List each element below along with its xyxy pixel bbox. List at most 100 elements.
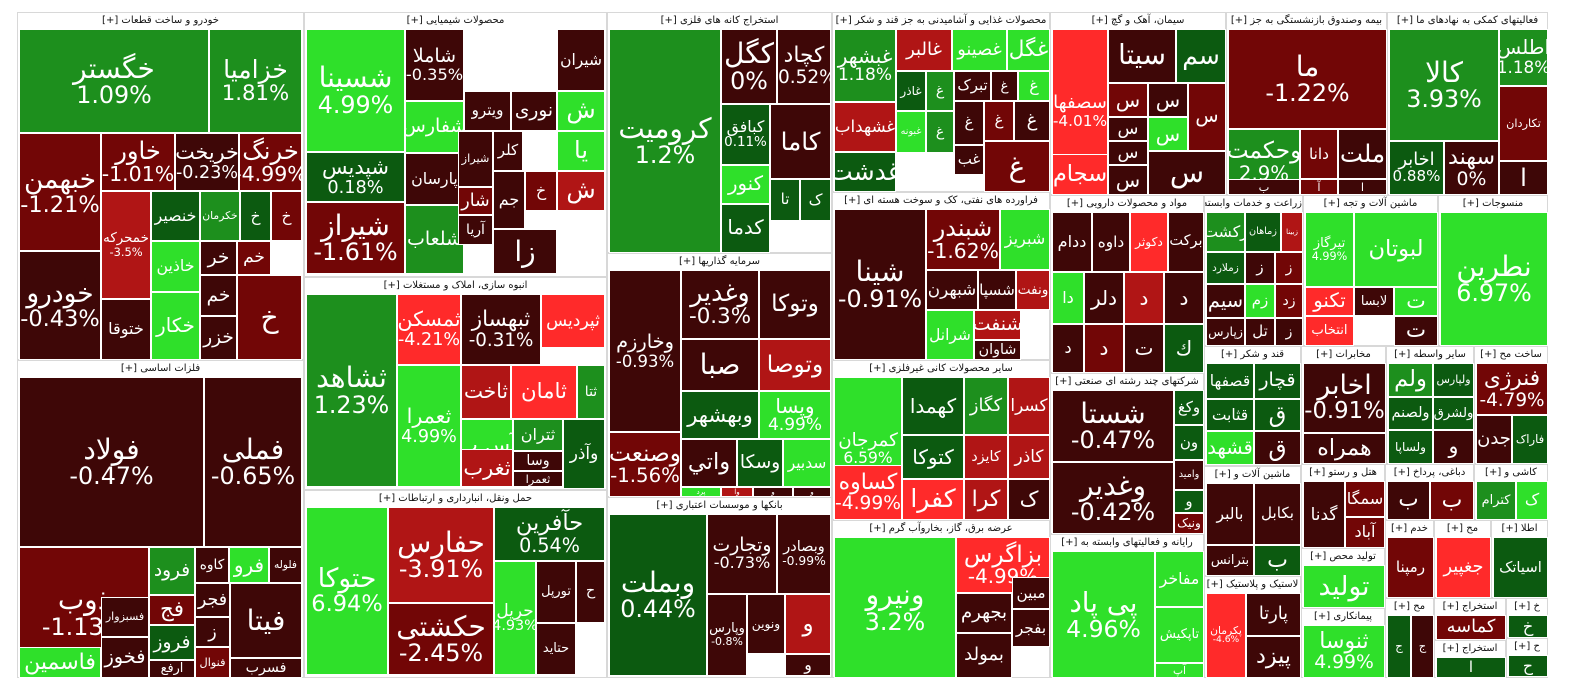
stock-tile[interactable]: کفرا bbox=[902, 479, 964, 520]
sector-title[interactable]: ماشین آلات و [+] bbox=[1205, 467, 1300, 483]
sector-title[interactable]: استخراج [+] bbox=[1435, 641, 1505, 657]
stock-tile[interactable]: ك bbox=[1164, 324, 1204, 373]
stock-tile[interactable]: قصفها bbox=[1206, 363, 1254, 399]
stock-tile[interactable]: زبینا bbox=[1281, 212, 1303, 252]
stock-tile[interactable]: غ bbox=[984, 101, 1014, 141]
stock-tile[interactable]: جم bbox=[493, 171, 525, 229]
stock-tile[interactable]: غ bbox=[954, 101, 984, 145]
stock-tile[interactable]: س bbox=[1148, 117, 1188, 151]
stock-tile[interactable]: وکغ bbox=[1174, 390, 1204, 425]
stock-tile[interactable]: شسینا 4.99% bbox=[306, 29, 405, 152]
stock-tile[interactable]: خ bbox=[525, 171, 557, 211]
stock-tile[interactable]: غبونه bbox=[896, 111, 926, 153]
stock-tile[interactable]: اخابر 0.88% bbox=[1389, 141, 1444, 195]
stock-tile[interactable]: وامید bbox=[1174, 460, 1204, 490]
stock-tile[interactable]: دانا bbox=[1300, 129, 1338, 179]
stock-tile[interactable]: فروز bbox=[149, 625, 195, 660]
stock-tile[interactable]: کگل 0% bbox=[721, 29, 777, 104]
stock-tile[interactable]: فاراک bbox=[1512, 415, 1548, 464]
stock-tile[interactable]: ون bbox=[1174, 425, 1204, 460]
stock-tile[interactable]: فرود bbox=[149, 547, 195, 595]
sector-title[interactable]: کاشی و [+] bbox=[1475, 465, 1547, 481]
sector-title[interactable]: فعالیتهای کمکی به نهادهای ما [+] bbox=[1388, 13, 1547, 29]
stock-tile[interactable]: کچاد-0.52% bbox=[777, 29, 831, 104]
stock-tile[interactable]: ولشرق bbox=[1433, 397, 1474, 430]
stock-tile[interactable]: ثنوسا 4.99% bbox=[1303, 625, 1385, 678]
stock-tile[interactable]: تورپل bbox=[536, 561, 576, 623]
stock-tile[interactable]: غب bbox=[954, 145, 984, 175]
stock-tile[interactable]: فسبزوار bbox=[101, 597, 149, 637]
stock-tile[interactable]: تولید bbox=[1303, 565, 1385, 608]
sector-title[interactable]: ح [+] bbox=[1507, 639, 1547, 655]
stock-tile[interactable]: داوه bbox=[1092, 212, 1130, 272]
stock-tile[interactable]: خر bbox=[200, 241, 237, 275]
stock-tile[interactable]: آ bbox=[1300, 179, 1338, 195]
stock-tile[interactable]: فلوله bbox=[269, 547, 302, 583]
sector-title[interactable]: سیمان، آهک و گچ [+] bbox=[1051, 13, 1225, 29]
stock-tile[interactable]: پارسان bbox=[405, 153, 464, 205]
sector-title[interactable]: خودرو و ساخت قطعات [+] bbox=[18, 13, 303, 29]
stock-tile[interactable]: ثعمرا bbox=[513, 471, 563, 487]
sector-title[interactable]: ساخت مح [+] bbox=[1475, 347, 1547, 363]
stock-tile[interactable]: س bbox=[1148, 83, 1188, 117]
stock-tile[interactable]: ق bbox=[1254, 399, 1301, 431]
stock-tile[interactable]: فاسمین bbox=[19, 647, 101, 678]
stock-tile[interactable]: کساوه -4.99% bbox=[834, 465, 902, 520]
stock-tile[interactable]: کروميت 1.2% bbox=[609, 29, 721, 253]
stock-tile[interactable]: یا bbox=[557, 131, 605, 171]
stock-tile[interactable]: ز bbox=[195, 617, 230, 647]
stock-tile[interactable]: د bbox=[1124, 272, 1164, 324]
stock-tile[interactable]: وتجارت -0.73% bbox=[707, 514, 777, 594]
stock-tile[interactable]: خزر bbox=[200, 316, 237, 360]
stock-tile[interactable]: آپ bbox=[1155, 663, 1204, 678]
stock-tile[interactable]: تکاردان bbox=[1499, 86, 1548, 161]
stock-tile[interactable]: سیتا bbox=[1108, 29, 1176, 83]
stock-tile[interactable]: فج bbox=[149, 595, 195, 625]
stock-tile[interactable]: خبهمن -1.21% bbox=[19, 133, 101, 251]
stock-tile[interactable]: بزاگرس -4.99% bbox=[956, 537, 1050, 593]
stock-tile[interactable]: خ bbox=[237, 275, 302, 360]
stock-tile[interactable]: غبشهر 1.18% bbox=[834, 29, 896, 102]
stock-tile[interactable]: غ bbox=[926, 111, 954, 153]
stock-tile[interactable]: غدشت bbox=[834, 152, 896, 192]
stock-tile[interactable]: فرو bbox=[229, 547, 269, 583]
stock-tile[interactable]: خ bbox=[1508, 615, 1548, 638]
stock-tile[interactable]: حآفرین 0.54% bbox=[494, 507, 605, 561]
stock-tile[interactable]: وبصادر -0.99% bbox=[777, 514, 831, 594]
stock-tile[interactable]: فملی -0.65% bbox=[204, 377, 302, 547]
stock-tile[interactable]: تکنو bbox=[1305, 287, 1354, 316]
stock-tile[interactable]: شبندر -1.62% bbox=[926, 209, 1000, 270]
stock-tile[interactable]: ددام bbox=[1052, 212, 1092, 272]
stock-tile[interactable]: همراه bbox=[1303, 433, 1386, 464]
sector-title[interactable]: فلزات اساسی [+] bbox=[18, 361, 303, 377]
stock-tile[interactable]: جغپیر bbox=[1436, 537, 1491, 598]
stock-tile[interactable]: سدبیر bbox=[783, 439, 831, 487]
stock-tile[interactable]: شیراز -1.61% bbox=[306, 202, 405, 274]
sector-title[interactable]: تولید محص [+] bbox=[1302, 549, 1384, 565]
stock-tile[interactable]: بجهرم bbox=[956, 593, 1012, 633]
stock-tile[interactable]: خ bbox=[240, 191, 271, 241]
stock-tile[interactable]: دلر bbox=[1084, 272, 1124, 324]
stock-tile[interactable]: د bbox=[1052, 324, 1084, 373]
stock-tile[interactable]: حتوکا 6.94% bbox=[306, 507, 388, 675]
stock-tile[interactable]: لابسا bbox=[1354, 287, 1394, 316]
stock-tile[interactable]: خرنگ-4.99% bbox=[239, 133, 302, 191]
stock-tile[interactable]: ثتا bbox=[577, 365, 605, 419]
stock-tile[interactable]: وسکا bbox=[737, 439, 783, 487]
sector-title[interactable]: هتل و رستو [+] bbox=[1302, 465, 1384, 481]
stock-tile[interactable]: سم bbox=[1176, 29, 1226, 83]
stock-tile[interactable]: شاملا -0.35% bbox=[405, 29, 464, 101]
stock-tile[interactable]: اطلس 1.18% bbox=[1499, 29, 1548, 86]
stock-tile[interactable]: مبین bbox=[1012, 577, 1050, 609]
stock-tile[interactable]: قشهد bbox=[1206, 431, 1254, 465]
sector-title[interactable]: محصولات غذایی و آشامیدنی به جز قند و شکر… bbox=[833, 13, 1049, 29]
stock-tile[interactable]: کدما bbox=[721, 204, 770, 253]
stock-tile[interactable]: د bbox=[1084, 324, 1124, 373]
stock-tile[interactable]: ثامان bbox=[511, 365, 577, 419]
stock-tile[interactable]: وتوکا bbox=[759, 270, 831, 339]
stock-tile[interactable]: زم bbox=[1245, 284, 1275, 318]
stock-tile[interactable]: و bbox=[793, 487, 831, 497]
stock-tile[interactable]: ز bbox=[1275, 252, 1303, 284]
stock-tile[interactable]: شاوان bbox=[974, 340, 1021, 360]
stock-tile[interactable]: خاذین bbox=[151, 241, 200, 292]
